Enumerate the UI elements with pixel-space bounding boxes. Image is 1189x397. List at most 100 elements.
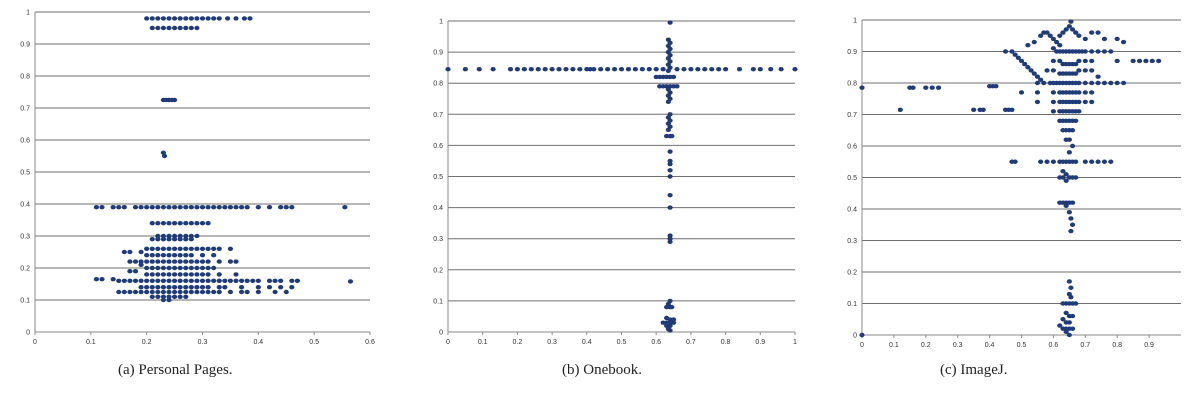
data-point bbox=[132, 205, 139, 210]
data-point bbox=[929, 85, 935, 90]
data-point bbox=[445, 67, 451, 72]
y-tick-label: 0.3 bbox=[847, 238, 857, 245]
data-point bbox=[1095, 159, 1101, 164]
panel-imagej: 0 0.1 0.2 0.3 0.4 0.5 0.6 0.7 0.8 0.9 1 0 0.1 0.2 0.3 0… bbox=[822, 0, 1189, 397]
data-point bbox=[93, 277, 100, 282]
data-point bbox=[1082, 90, 1088, 95]
data-point bbox=[211, 246, 217, 251]
data-point bbox=[1034, 80, 1041, 86]
data-point bbox=[1156, 58, 1162, 64]
data-point bbox=[188, 259, 194, 264]
data-point bbox=[188, 16, 194, 21]
data-point bbox=[199, 278, 206, 283]
data-point bbox=[183, 253, 189, 258]
data-point bbox=[177, 265, 183, 271]
data-point bbox=[205, 289, 211, 295]
data-point bbox=[194, 205, 200, 210]
y-tick-label: 0.7 bbox=[433, 112, 443, 119]
data-point bbox=[160, 297, 167, 303]
data-point bbox=[205, 278, 211, 283]
data-point bbox=[1069, 128, 1076, 133]
data-point bbox=[244, 205, 250, 210]
data-point bbox=[695, 67, 701, 72]
x-tick-label: 0.5 bbox=[1017, 342, 1027, 349]
data-point bbox=[177, 25, 183, 31]
data-point bbox=[757, 67, 763, 72]
data-point bbox=[1044, 159, 1050, 164]
data-point bbox=[665, 99, 671, 105]
data-point bbox=[1108, 80, 1114, 86]
data-point bbox=[1057, 33, 1063, 38]
data-point bbox=[667, 168, 673, 173]
data-point bbox=[144, 253, 150, 258]
data-point bbox=[1025, 65, 1031, 70]
data-point bbox=[342, 205, 348, 210]
data-point bbox=[1101, 36, 1108, 42]
data-point bbox=[1060, 30, 1066, 35]
y-tick-label: 0 bbox=[853, 333, 857, 340]
data-point bbox=[266, 205, 273, 210]
data-point bbox=[1149, 58, 1155, 64]
data-point bbox=[211, 205, 217, 210]
data-point bbox=[289, 205, 295, 210]
data-point bbox=[1012, 159, 1018, 164]
data-point bbox=[116, 278, 122, 283]
data-point bbox=[138, 249, 144, 255]
data-point bbox=[1050, 109, 1056, 114]
y-tick-label: 0.4 bbox=[20, 202, 30, 209]
data-point bbox=[211, 278, 217, 283]
data-point bbox=[244, 278, 250, 283]
y-tick-label: 0.1 bbox=[847, 301, 857, 308]
data-point bbox=[1047, 33, 1053, 38]
data-point bbox=[116, 205, 122, 210]
data-point bbox=[188, 205, 194, 210]
data-point bbox=[127, 249, 133, 255]
data-point bbox=[1101, 80, 1108, 86]
data-point bbox=[149, 278, 155, 283]
data-point bbox=[205, 259, 211, 264]
data-point bbox=[160, 294, 167, 299]
data-point bbox=[121, 249, 127, 255]
data-point bbox=[1066, 320, 1072, 325]
data-point bbox=[1095, 49, 1101, 54]
data-point bbox=[205, 265, 211, 271]
data-point bbox=[1069, 143, 1076, 149]
x-tick-label: 0 bbox=[446, 339, 450, 346]
data-point bbox=[132, 289, 139, 295]
data-points bbox=[859, 19, 1162, 338]
data-point bbox=[110, 205, 116, 210]
data-point bbox=[1108, 49, 1114, 54]
data-point bbox=[238, 278, 245, 283]
data-point bbox=[1060, 169, 1066, 174]
data-point bbox=[155, 278, 161, 283]
data-point bbox=[1025, 43, 1031, 48]
data-point bbox=[171, 278, 178, 283]
data-point bbox=[205, 221, 211, 226]
data-point bbox=[935, 85, 942, 90]
data-point bbox=[1101, 49, 1108, 54]
data-point bbox=[160, 265, 167, 271]
data-point bbox=[171, 294, 178, 299]
data-point bbox=[1066, 332, 1072, 338]
data-point bbox=[1095, 74, 1101, 79]
y-tick-label: 0.9 bbox=[847, 49, 857, 56]
data-point bbox=[149, 294, 155, 299]
data-point bbox=[194, 25, 200, 31]
data-point bbox=[155, 285, 161, 290]
data-point bbox=[155, 233, 161, 239]
data-point bbox=[183, 205, 189, 210]
data-point bbox=[646, 67, 652, 72]
data-point bbox=[188, 237, 194, 242]
data-point bbox=[233, 272, 239, 277]
panel-onebook: 0 0.1 0.2 0.3 0.4 0.5 0.6 0.7 0.8 0.9 1 0 0.1 0.2 0.3 0… bbox=[412, 0, 802, 397]
data-point bbox=[199, 205, 206, 210]
data-point bbox=[216, 278, 222, 283]
data-point bbox=[177, 233, 183, 239]
x-tick-label: 0.8 bbox=[721, 339, 731, 346]
data-point bbox=[183, 278, 189, 283]
x-tick-label: 0.2 bbox=[921, 342, 931, 349]
data-point bbox=[238, 205, 245, 210]
x-tick-label: 1 bbox=[793, 339, 797, 346]
data-point bbox=[194, 233, 200, 239]
data-point bbox=[155, 259, 161, 264]
